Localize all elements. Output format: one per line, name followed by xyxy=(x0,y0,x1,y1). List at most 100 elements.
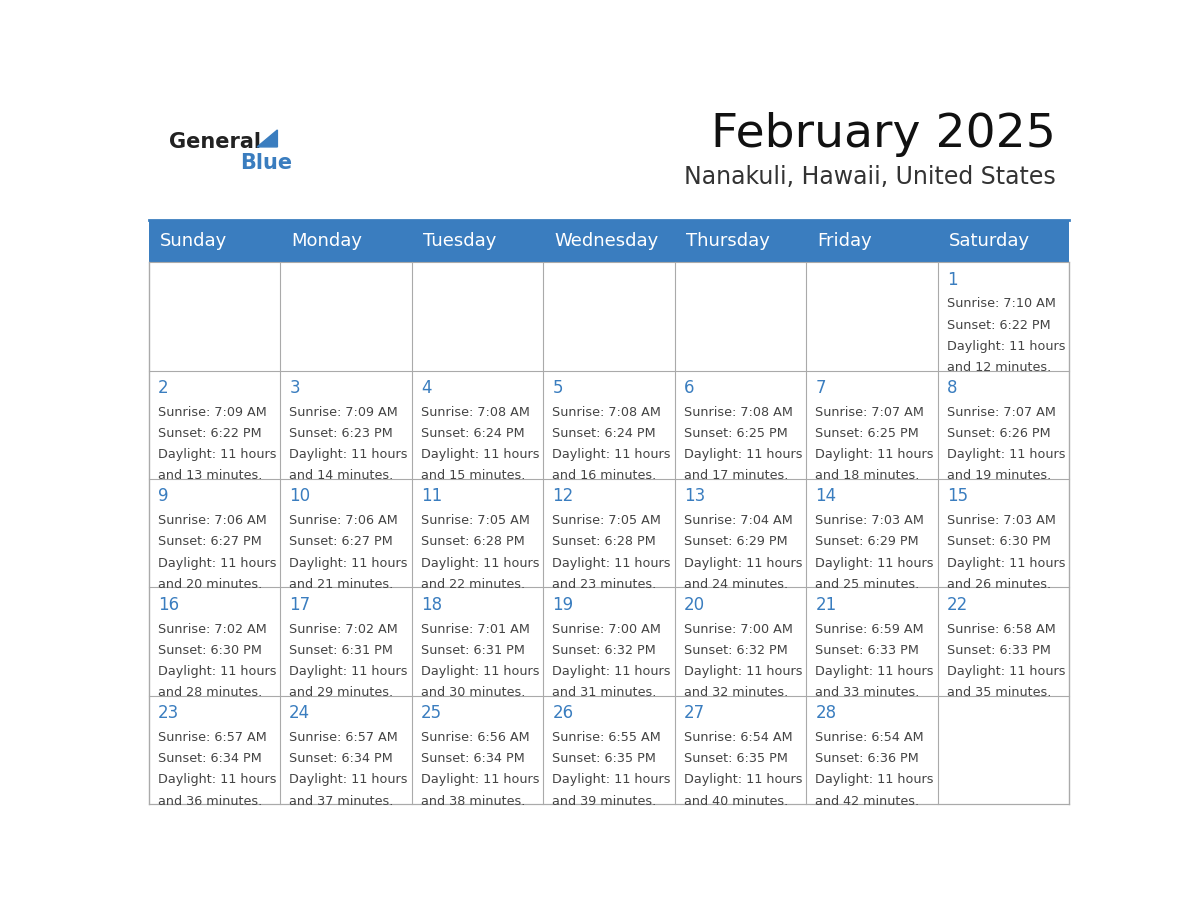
Text: Sunset: 6:29 PM: Sunset: 6:29 PM xyxy=(684,535,788,548)
Text: Sunset: 6:32 PM: Sunset: 6:32 PM xyxy=(552,644,656,657)
Text: 1: 1 xyxy=(947,271,958,288)
Text: Daylight: 11 hours: Daylight: 11 hours xyxy=(421,556,539,570)
Text: and 12 minutes.: and 12 minutes. xyxy=(947,361,1051,374)
Text: Sunrise: 7:03 AM: Sunrise: 7:03 AM xyxy=(815,514,924,527)
Text: Sunset: 6:24 PM: Sunset: 6:24 PM xyxy=(552,427,656,440)
Text: Sunrise: 7:05 AM: Sunrise: 7:05 AM xyxy=(552,514,662,527)
Text: Wednesday: Wednesday xyxy=(554,232,658,250)
Bar xyxy=(148,219,1069,263)
Text: Sunset: 6:24 PM: Sunset: 6:24 PM xyxy=(421,427,524,440)
Text: Sunset: 6:30 PM: Sunset: 6:30 PM xyxy=(158,644,261,657)
Text: 26: 26 xyxy=(552,704,574,722)
Text: Daylight: 11 hours: Daylight: 11 hours xyxy=(289,556,407,570)
Text: Sunset: 6:31 PM: Sunset: 6:31 PM xyxy=(289,644,393,657)
Text: 10: 10 xyxy=(289,487,310,506)
Text: and 30 minutes.: and 30 minutes. xyxy=(421,687,525,700)
Text: and 29 minutes.: and 29 minutes. xyxy=(289,687,393,700)
Text: Sunrise: 7:02 AM: Sunrise: 7:02 AM xyxy=(289,622,398,636)
Text: 19: 19 xyxy=(552,596,574,614)
Text: Daylight: 11 hours: Daylight: 11 hours xyxy=(552,448,671,461)
Text: Sunrise: 7:07 AM: Sunrise: 7:07 AM xyxy=(815,406,924,419)
Text: 5: 5 xyxy=(552,379,563,397)
Text: 7: 7 xyxy=(815,379,826,397)
Text: 22: 22 xyxy=(947,596,968,614)
Text: 21: 21 xyxy=(815,596,836,614)
Text: Sunset: 6:25 PM: Sunset: 6:25 PM xyxy=(684,427,788,440)
Text: 14: 14 xyxy=(815,487,836,506)
Text: Daylight: 11 hours: Daylight: 11 hours xyxy=(815,774,934,787)
Text: and 21 minutes.: and 21 minutes. xyxy=(289,577,393,591)
Text: and 20 minutes.: and 20 minutes. xyxy=(158,577,263,591)
Text: 13: 13 xyxy=(684,487,704,506)
Text: Sunset: 6:33 PM: Sunset: 6:33 PM xyxy=(815,644,920,657)
Text: Sunset: 6:35 PM: Sunset: 6:35 PM xyxy=(684,753,788,766)
Text: Daylight: 11 hours: Daylight: 11 hours xyxy=(289,774,407,787)
Text: and 24 minutes.: and 24 minutes. xyxy=(684,577,788,591)
Text: Sunset: 6:32 PM: Sunset: 6:32 PM xyxy=(684,644,788,657)
Text: and 14 minutes.: and 14 minutes. xyxy=(289,469,393,482)
Text: and 22 minutes.: and 22 minutes. xyxy=(421,577,525,591)
Text: Sunrise: 7:03 AM: Sunrise: 7:03 AM xyxy=(947,514,1056,527)
Text: Daylight: 11 hours: Daylight: 11 hours xyxy=(421,448,539,461)
Text: Sunrise: 7:01 AM: Sunrise: 7:01 AM xyxy=(421,622,530,636)
Text: Daylight: 11 hours: Daylight: 11 hours xyxy=(421,774,539,787)
Text: Daylight: 11 hours: Daylight: 11 hours xyxy=(158,448,276,461)
Text: and 36 minutes.: and 36 minutes. xyxy=(158,795,263,808)
Text: Tuesday: Tuesday xyxy=(423,232,495,250)
Text: Daylight: 11 hours: Daylight: 11 hours xyxy=(289,448,407,461)
Text: Sunrise: 7:00 AM: Sunrise: 7:00 AM xyxy=(684,622,792,636)
Text: Monday: Monday xyxy=(291,232,362,250)
Text: Sunset: 6:25 PM: Sunset: 6:25 PM xyxy=(815,427,920,440)
Text: 20: 20 xyxy=(684,596,704,614)
Text: and 32 minutes.: and 32 minutes. xyxy=(684,687,788,700)
Text: Sunset: 6:31 PM: Sunset: 6:31 PM xyxy=(421,644,525,657)
Text: Daylight: 11 hours: Daylight: 11 hours xyxy=(552,665,671,678)
Text: Sunrise: 7:05 AM: Sunrise: 7:05 AM xyxy=(421,514,530,527)
Text: Sunset: 6:22 PM: Sunset: 6:22 PM xyxy=(947,319,1050,331)
Text: 18: 18 xyxy=(421,596,442,614)
Text: Daylight: 11 hours: Daylight: 11 hours xyxy=(684,774,802,787)
Text: Sunrise: 7:06 AM: Sunrise: 7:06 AM xyxy=(158,514,266,527)
Polygon shape xyxy=(257,130,278,147)
Text: Daylight: 11 hours: Daylight: 11 hours xyxy=(815,556,934,570)
Text: Daylight: 11 hours: Daylight: 11 hours xyxy=(552,774,671,787)
Text: Sunset: 6:27 PM: Sunset: 6:27 PM xyxy=(158,535,261,548)
Text: and 15 minutes.: and 15 minutes. xyxy=(421,469,525,482)
Text: Friday: Friday xyxy=(817,232,872,250)
Text: 27: 27 xyxy=(684,704,704,722)
Text: Daylight: 11 hours: Daylight: 11 hours xyxy=(947,448,1066,461)
Text: Sunrise: 7:06 AM: Sunrise: 7:06 AM xyxy=(289,514,398,527)
Text: Sunrise: 7:08 AM: Sunrise: 7:08 AM xyxy=(552,406,662,419)
Text: Sunset: 6:28 PM: Sunset: 6:28 PM xyxy=(421,535,525,548)
Text: Sunset: 6:26 PM: Sunset: 6:26 PM xyxy=(947,427,1050,440)
Text: 2: 2 xyxy=(158,379,169,397)
Text: Blue: Blue xyxy=(240,153,292,174)
Text: Daylight: 11 hours: Daylight: 11 hours xyxy=(158,556,276,570)
Text: Sunrise: 6:55 AM: Sunrise: 6:55 AM xyxy=(552,732,661,744)
Text: Sunrise: 6:57 AM: Sunrise: 6:57 AM xyxy=(158,732,266,744)
Text: Sunset: 6:35 PM: Sunset: 6:35 PM xyxy=(552,753,656,766)
Text: Sunset: 6:28 PM: Sunset: 6:28 PM xyxy=(552,535,656,548)
Text: Sunrise: 7:10 AM: Sunrise: 7:10 AM xyxy=(947,297,1056,310)
Text: 6: 6 xyxy=(684,379,694,397)
Text: 12: 12 xyxy=(552,487,574,506)
Text: 25: 25 xyxy=(421,704,442,722)
Text: and 19 minutes.: and 19 minutes. xyxy=(947,469,1051,482)
Text: Daylight: 11 hours: Daylight: 11 hours xyxy=(289,665,407,678)
Text: Sunrise: 6:58 AM: Sunrise: 6:58 AM xyxy=(947,622,1056,636)
Text: and 31 minutes.: and 31 minutes. xyxy=(552,687,657,700)
Text: Sunrise: 7:08 AM: Sunrise: 7:08 AM xyxy=(684,406,792,419)
Text: and 23 minutes.: and 23 minutes. xyxy=(552,577,657,591)
Text: Sunrise: 7:04 AM: Sunrise: 7:04 AM xyxy=(684,514,792,527)
Text: Daylight: 11 hours: Daylight: 11 hours xyxy=(815,448,934,461)
Text: Daylight: 11 hours: Daylight: 11 hours xyxy=(684,448,802,461)
Text: 24: 24 xyxy=(289,704,310,722)
Text: Sunrise: 6:56 AM: Sunrise: 6:56 AM xyxy=(421,732,530,744)
Text: Sunset: 6:29 PM: Sunset: 6:29 PM xyxy=(815,535,920,548)
Text: Sunset: 6:22 PM: Sunset: 6:22 PM xyxy=(158,427,261,440)
Text: Daylight: 11 hours: Daylight: 11 hours xyxy=(552,556,671,570)
Text: Sunrise: 7:09 AM: Sunrise: 7:09 AM xyxy=(158,406,266,419)
Text: Sunset: 6:36 PM: Sunset: 6:36 PM xyxy=(815,753,920,766)
Text: 11: 11 xyxy=(421,487,442,506)
Text: Sunset: 6:33 PM: Sunset: 6:33 PM xyxy=(947,644,1050,657)
